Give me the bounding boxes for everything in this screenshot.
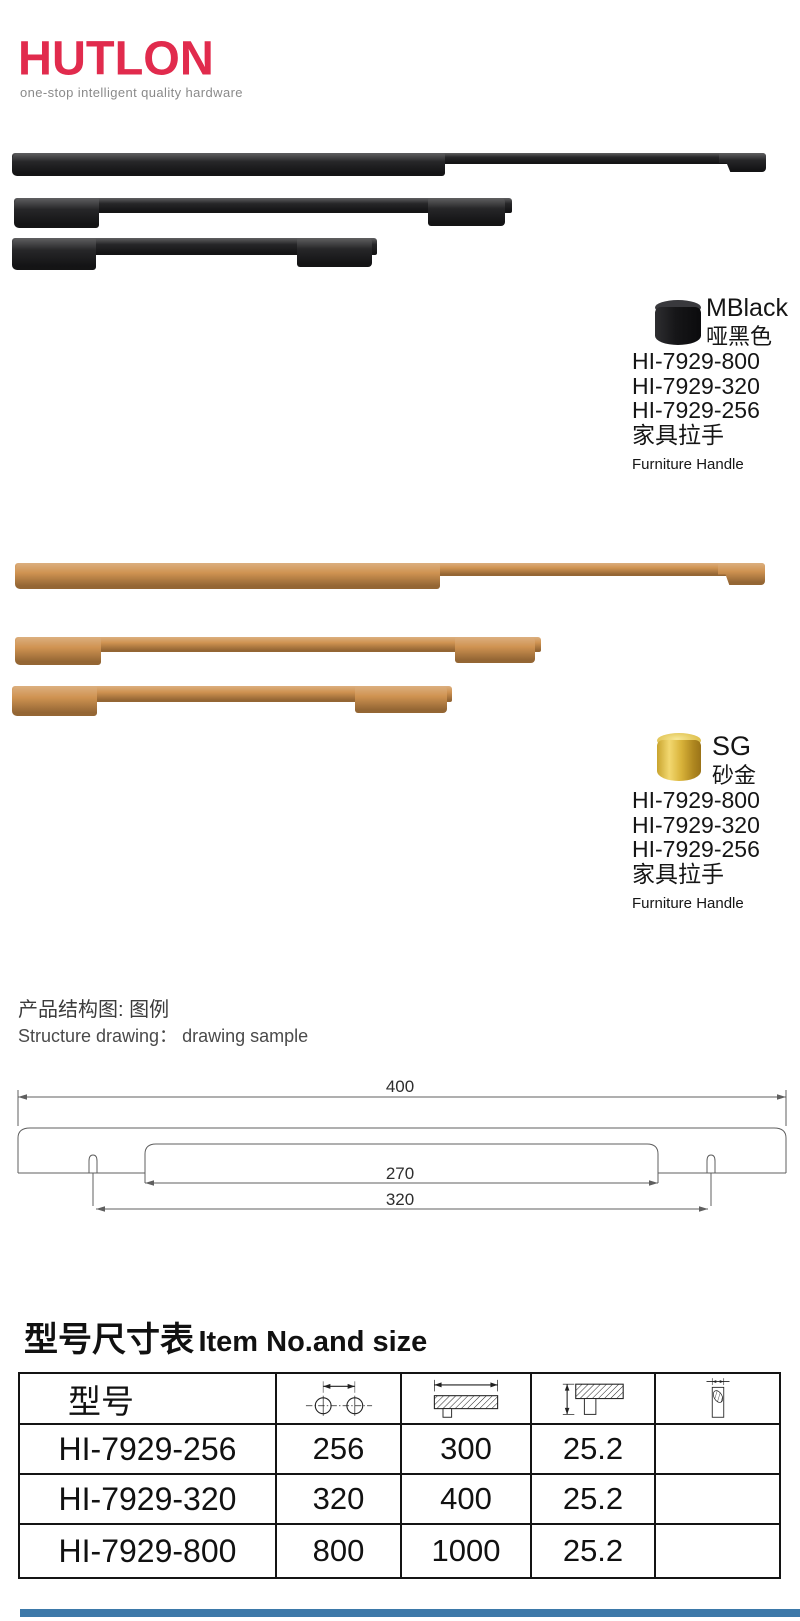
- handle-left-end: [15, 563, 440, 589]
- table-row: HI-7929-320 320 400 25.2: [18, 1473, 781, 1525]
- finish-name-cn: 砂金: [712, 763, 757, 789]
- item-code: HI-7929-320: [632, 811, 760, 838]
- brand-header: HUTLON one-stop intelligent quality hard…: [18, 30, 243, 100]
- length-cell: 1000: [400, 1523, 532, 1579]
- overall-length-column-header: [400, 1372, 532, 1425]
- item-code: HI-7929-256: [632, 397, 760, 424]
- handle-photo-black-320: [14, 198, 512, 228]
- dim-grip-length: 270: [386, 1164, 414, 1183]
- handle-photo-gold-320: [15, 637, 541, 665]
- finish-label-gold: SG 砂金: [712, 731, 756, 789]
- handle-left-end: [12, 153, 445, 176]
- handle-left-end: [15, 637, 101, 665]
- finish-code: SG: [712, 731, 752, 761]
- category-en: Furniture Handle: [632, 895, 744, 913]
- size-table-title-en: Item No.and size: [198, 1326, 428, 1358]
- hole-spacing-cell: 800: [275, 1523, 402, 1579]
- length-cell: 400: [400, 1473, 532, 1525]
- hole-spacing-cell: 320: [275, 1473, 402, 1525]
- dim-total-length: 400: [386, 1077, 414, 1096]
- handle-left-end: [12, 238, 96, 270]
- item-code: HI-7929-320: [632, 372, 760, 399]
- handle-photo-gold-256: [12, 686, 452, 716]
- finish-swatch-black: [655, 300, 701, 345]
- handle-photo-gold-800: [15, 563, 765, 589]
- note-cell: [654, 1423, 781, 1475]
- hole-spacing-column-header: [275, 1372, 402, 1425]
- handle-right-end: [297, 238, 372, 267]
- note-cell: [654, 1473, 781, 1525]
- height-cell: 25.2: [530, 1523, 656, 1579]
- brand-tagline: one-stop intelligent quality hardware: [20, 85, 243, 100]
- hole-spacing-cell: 256: [275, 1423, 402, 1475]
- category-cn: 家具拉手: [632, 421, 724, 448]
- brand-logo: HUTLON: [18, 30, 214, 85]
- handle-right-end: [428, 198, 505, 226]
- finish-label-black: MBlack 哑黑色: [706, 294, 788, 350]
- structure-title-en: Structure drawing： drawing sample: [18, 1026, 309, 1046]
- structure-drawing-diagram: 400 270 320: [17, 1077, 787, 1212]
- handle-left-end: [12, 686, 97, 716]
- overall-length-icon: [433, 1379, 499, 1418]
- height-cell: 25.2: [530, 1423, 656, 1475]
- height-column-header: [530, 1372, 656, 1425]
- item-codes-gold: HI-7929-800 HI-7929-320 HI-7929-256 家具拉手…: [632, 788, 760, 917]
- size-table-header-row: 型号: [18, 1372, 781, 1425]
- table-row: HI-7929-256 256 300 25.2: [18, 1423, 781, 1475]
- height-cell: 25.2: [530, 1473, 656, 1525]
- model-cell: HI-7929-800: [18, 1523, 277, 1579]
- model-cell: HI-7929-256: [18, 1423, 277, 1475]
- item-code: HI-7929-800: [632, 348, 760, 374]
- bottom-accent-bar: [20, 1609, 800, 1617]
- handle-left-end: [14, 198, 99, 228]
- category-cn: 家具拉手: [632, 860, 724, 887]
- handle-photo-black-800: [12, 153, 766, 176]
- handle-bar: [12, 238, 377, 255]
- dim-hole-spacing: 320: [386, 1190, 414, 1209]
- handle-bar: [12, 686, 452, 702]
- item-codes-black: HI-7929-800 HI-7929-320 HI-7929-256 家具拉手…: [632, 349, 760, 478]
- table-row: HI-7929-800 800 1000 25.2: [18, 1523, 781, 1579]
- note-cell: [654, 1523, 781, 1579]
- handle-right-end: [355, 686, 447, 713]
- thickness-column-header: [654, 1372, 781, 1425]
- handle-photo-black-256: [12, 238, 377, 270]
- handle-right-end: [719, 153, 766, 172]
- finish-code: MBlack: [706, 294, 788, 322]
- size-table: 型号: [18, 1372, 781, 1579]
- structure-title-cn: 产品结构图: 图例: [18, 999, 170, 1021]
- finish-swatch-gold: [657, 733, 701, 781]
- thickness-icon: [706, 1377, 729, 1418]
- height-icon: [562, 1383, 624, 1415]
- length-cell: 300: [400, 1423, 532, 1475]
- handle-bar: [15, 637, 541, 652]
- finish-name-cn: 哑黑色: [706, 324, 773, 349]
- swatch-cylinder-body: [657, 740, 701, 781]
- size-table-title-cn: 型号尺寸表: [24, 1321, 194, 1359]
- hole-spacing-icon: [305, 1380, 372, 1416]
- size-table-title: 型号尺寸表 Item No.and size: [24, 1312, 427, 1361]
- item-code: HI-7929-800: [632, 787, 760, 813]
- handle-bar: [14, 198, 512, 213]
- swatch-cylinder-body: [655, 307, 701, 345]
- item-code: HI-7929-256: [632, 836, 760, 863]
- model-column-header: 型号: [18, 1372, 277, 1425]
- handle-right-end: [718, 563, 765, 585]
- category-en: Furniture Handle: [632, 456, 744, 474]
- model-cell: HI-7929-320: [18, 1473, 277, 1525]
- handle-right-end: [455, 637, 535, 663]
